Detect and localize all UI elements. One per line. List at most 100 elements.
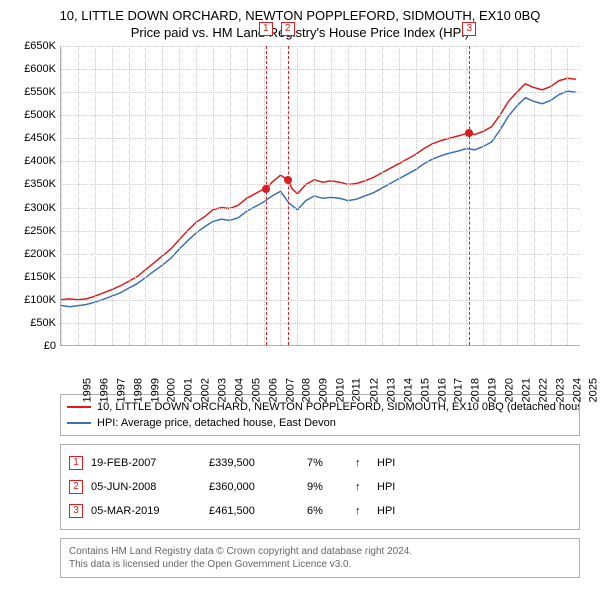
x-axis-label: 2009 — [318, 378, 330, 402]
x-axis-label: 2005 — [250, 378, 262, 402]
transactions-table: 119-FEB-2007£339,5007%↑HPI205-JUN-2008£3… — [60, 444, 580, 530]
x-axis-label: 2001 — [183, 378, 195, 402]
y-axis-label: £400K — [6, 155, 56, 167]
x-axis-label: 2003 — [217, 378, 229, 402]
y-axis-label: £50K — [6, 317, 56, 329]
transaction-dot — [262, 185, 270, 193]
x-axis-label: 2019 — [487, 378, 499, 402]
transaction-pct: 9% — [307, 481, 347, 493]
x-axis-label: 1998 — [132, 378, 144, 402]
gridline-v — [466, 46, 467, 345]
up-arrow-icon: ↑ — [355, 457, 369, 469]
x-axis-label: 2013 — [385, 378, 397, 402]
x-axis-label: 1996 — [98, 378, 110, 402]
transaction-row: 2 05-JUN-2008 £360,000 9% ↑ HPI — [69, 475, 571, 499]
x-axis-label: 2004 — [233, 378, 245, 402]
y-axis-label: £600K — [6, 63, 56, 75]
gridline-v — [179, 46, 180, 345]
gridline-h — [61, 300, 580, 301]
transaction-marker-box: 2 — [281, 22, 295, 36]
transaction-date: 19-FEB-2007 — [91, 457, 201, 469]
series-line-property — [61, 78, 576, 299]
gridline-v — [432, 46, 433, 345]
chart-container: 10, LITTLE DOWN ORCHARD, NEWTON POPPLEFO… — [0, 0, 600, 586]
gridline-v — [416, 46, 417, 345]
y-axis-label: £150K — [6, 271, 56, 283]
x-axis-label: 2018 — [470, 378, 482, 402]
gridline-h — [61, 323, 580, 324]
gridline-v — [551, 46, 552, 345]
transaction-dot — [465, 129, 473, 137]
gridline-v — [213, 46, 214, 345]
gridline-v — [95, 46, 96, 345]
gridline-h — [61, 184, 580, 185]
transaction-row: 305-MAR-2019£461,5006%↑HPI — [69, 499, 571, 523]
x-axis-label: 2024 — [571, 378, 583, 402]
transaction-date: 05-JUN-2008 — [91, 481, 201, 493]
gridline-v — [517, 46, 518, 345]
transaction-hpi-label: HPI — [377, 457, 417, 469]
gridline-h — [61, 277, 580, 278]
x-axis-label: 2016 — [436, 378, 448, 402]
gridline-h — [61, 208, 580, 209]
x-axis-label: 1995 — [81, 378, 93, 402]
y-axis-label: £250K — [6, 225, 56, 237]
x-axis-label: 2000 — [166, 378, 178, 402]
up-arrow-icon: ↑ — [355, 481, 369, 493]
gridline-h — [61, 254, 580, 255]
x-axis-label: 2017 — [453, 378, 465, 402]
transaction-marker-line — [266, 46, 267, 345]
chart-title: 10, LITTLE DOWN ORCHARD, NEWTON POPPLEFO… — [12, 8, 588, 23]
plot-region: 123 — [60, 46, 580, 346]
y-axis-label: £650K — [6, 40, 56, 52]
transaction-pct: 7% — [307, 457, 347, 469]
transaction-price: £461,500 — [209, 505, 299, 517]
x-axis-label: 2025 — [588, 378, 600, 402]
transaction-hpi-label: HPI — [377, 481, 417, 493]
footnote-line: This data is licensed under the Open Gov… — [69, 558, 571, 571]
gridline-v — [196, 46, 197, 345]
legend-item: HPI: Average price, detached house, East… — [67, 415, 573, 431]
x-axis-label: 2015 — [419, 378, 431, 402]
x-axis-label: 2012 — [368, 378, 380, 402]
gridline-v — [280, 46, 281, 345]
chart-subtitle: Price paid vs. HM Land Registry's House … — [12, 25, 588, 40]
gridline-v — [61, 46, 62, 345]
series-line-hpi — [61, 91, 576, 307]
y-axis-label: £200K — [6, 248, 56, 260]
gridline-v — [129, 46, 130, 345]
y-axis-label: £350K — [6, 178, 56, 190]
gridline-v — [382, 46, 383, 345]
transaction-date: 05-MAR-2019 — [91, 505, 201, 517]
gridline-v — [78, 46, 79, 345]
gridline-v — [567, 46, 568, 345]
legend-swatch — [67, 406, 91, 408]
gridline-v — [264, 46, 265, 345]
x-axis-label: 2006 — [267, 378, 279, 402]
transaction-marker-line — [288, 46, 289, 345]
x-axis-label: 2002 — [200, 378, 212, 402]
transaction-hpi-label: HPI — [377, 505, 417, 517]
legend-label: 10, LITTLE DOWN ORCHARD, NEWTON POPPLEFO… — [97, 401, 580, 413]
gridline-h — [61, 46, 580, 47]
transaction-price: £360,000 — [209, 481, 299, 493]
gridline-v — [112, 46, 113, 345]
gridline-v — [314, 46, 315, 345]
transaction-row-marker: 1 — [69, 456, 83, 470]
y-axis-label: £500K — [6, 109, 56, 121]
x-axis-label: 2022 — [537, 378, 549, 402]
y-axis-label: £550K — [6, 86, 56, 98]
legend-label: HPI: Average price, detached house, East… — [97, 417, 336, 429]
x-axis-label: 1997 — [115, 378, 127, 402]
gridline-h — [61, 69, 580, 70]
gridline-h — [61, 161, 580, 162]
transaction-marker-box: 1 — [259, 22, 273, 36]
line-series-svg — [61, 46, 581, 346]
x-axis-label: 2010 — [335, 378, 347, 402]
transaction-dot — [284, 176, 292, 184]
y-axis-label: £0 — [6, 340, 56, 352]
gridline-v — [247, 46, 248, 345]
gridline-v — [483, 46, 484, 345]
transaction-row-marker: 2 — [69, 480, 83, 494]
gridline-h — [61, 138, 580, 139]
